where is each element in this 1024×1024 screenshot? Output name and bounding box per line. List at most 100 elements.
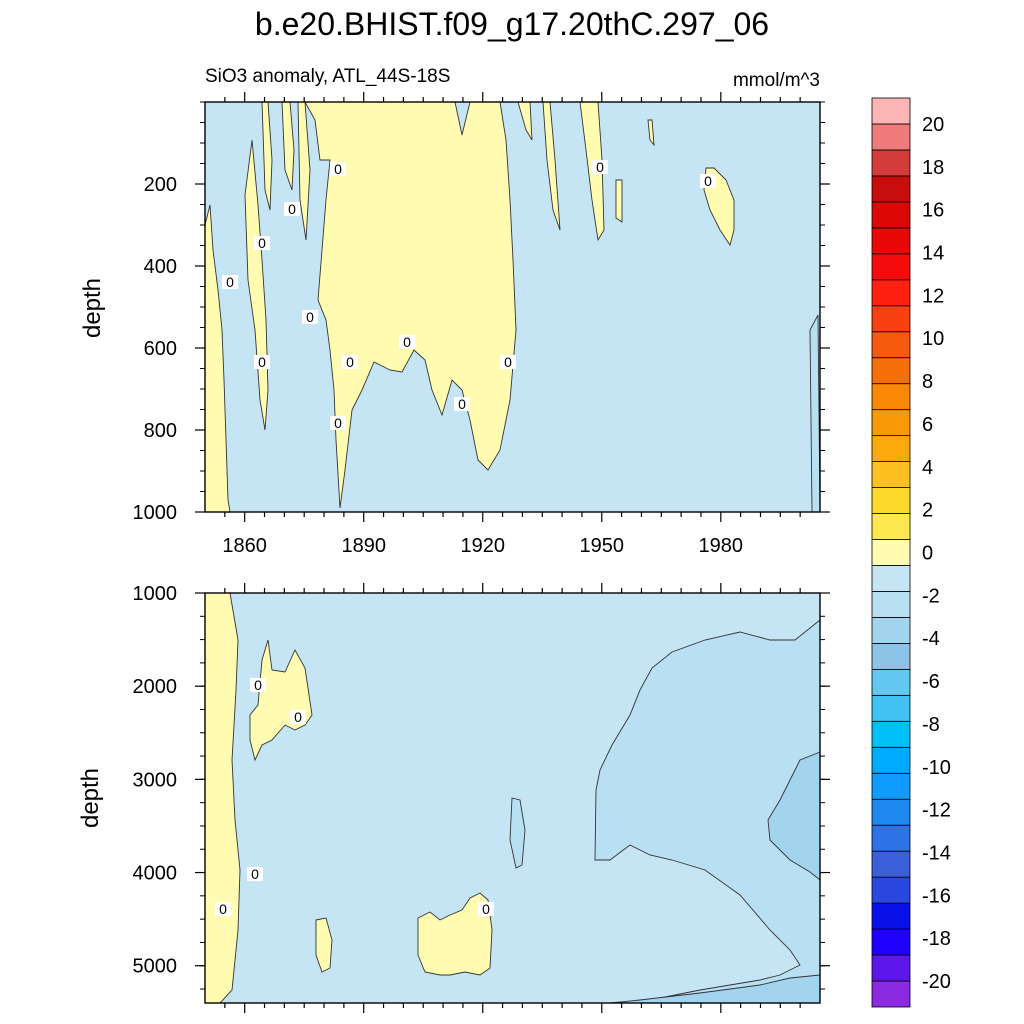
colorbar-tick-label: -4 xyxy=(922,628,940,650)
contour-label-box xyxy=(290,710,306,724)
positive-region xyxy=(647,119,655,147)
colorbar-swatch xyxy=(871,668,911,696)
upper-panel: 1860 1890 1920 1950 1980 200 400 600 800 1000 0 0 0 0… xyxy=(133,92,830,557)
colorbar-tick-label: -18 xyxy=(922,928,951,950)
colorbar-swatch xyxy=(871,643,911,670)
colorbar-swatch xyxy=(871,980,911,1008)
colorbar-swatch xyxy=(871,928,911,956)
y-tick-label: 1000 xyxy=(133,583,178,605)
colorbar-swatch xyxy=(871,149,911,177)
contour-label-box xyxy=(330,162,346,176)
x-tick-label: 1890 xyxy=(341,535,386,557)
colorbar-swatch xyxy=(871,227,911,255)
contour-label-box xyxy=(454,397,470,411)
colorbar-tick-label: 20 xyxy=(922,114,944,136)
contour-label-box xyxy=(222,275,238,289)
contour-label-box xyxy=(247,867,263,881)
negative-region-weak xyxy=(509,797,526,869)
contour-label: 0 xyxy=(334,161,342,177)
y-tick-label: 1000 xyxy=(133,502,178,524)
contour-label: 0 xyxy=(251,866,259,882)
contour-label-box xyxy=(700,174,716,188)
y-tick-label: 400 xyxy=(144,256,177,278)
colorbar-swatch xyxy=(871,850,911,878)
contour-label-box xyxy=(500,355,516,369)
colorbar-tick-label: 16 xyxy=(922,200,944,222)
colorbar-swatch xyxy=(871,746,911,774)
chart-title: b.e20.BHIST.f09_g17.20thC.297_06 xyxy=(255,6,769,42)
negative-region-weak xyxy=(809,314,821,513)
colorbar-swatch xyxy=(871,305,911,333)
colorbar-tick-label: -6 xyxy=(922,671,940,693)
lower-panel: 1000 2000 3000 4000 5000 0 0 0 0 0 xyxy=(133,583,830,1013)
contour-label-box xyxy=(342,355,358,369)
colorbar-swatch xyxy=(871,798,911,826)
contour-label: 0 xyxy=(458,396,466,412)
upper-y-axis-label: depth xyxy=(79,278,106,338)
colorbar-swatch xyxy=(871,876,911,904)
contour-label: 0 xyxy=(294,709,302,725)
colorbar-swatch xyxy=(871,565,911,592)
contour-label: 0 xyxy=(596,159,604,175)
colorbar-swatch xyxy=(871,513,911,540)
contour-label: 0 xyxy=(306,309,314,325)
contour-label: 0 xyxy=(258,235,266,251)
colorbar-tick-label: -8 xyxy=(922,714,940,736)
colorbar-swatch xyxy=(871,591,911,618)
y-tick-label: 200 xyxy=(144,174,177,196)
subtitle-right: mmol/m^3 xyxy=(733,70,820,91)
contour-label-box xyxy=(592,160,608,174)
colorbar-swatch xyxy=(871,694,911,722)
colorbar-tick-label: -14 xyxy=(922,842,951,864)
colorbar-tick-label: 18 xyxy=(922,157,944,179)
colorbar-tick-label: -12 xyxy=(922,800,951,822)
y-tick-label: 2000 xyxy=(133,676,178,698)
colorbar-swatch xyxy=(871,824,911,852)
colorbar-tick-label: 12 xyxy=(922,285,944,307)
y-tick-label: 4000 xyxy=(133,863,178,885)
subtitle-left: SiO3 anomaly, ATL_44S-18S xyxy=(205,66,450,87)
colorbar-swatch xyxy=(871,487,911,514)
y-tick-label: 600 xyxy=(144,338,177,360)
contour-label-box xyxy=(215,902,231,916)
contour-label: 0 xyxy=(482,901,490,917)
contour-label-box xyxy=(284,202,300,216)
positive-region xyxy=(304,101,517,509)
contour-label: 0 xyxy=(346,354,354,370)
colorbar-swatch xyxy=(871,772,911,800)
colorbar-tick-label: -10 xyxy=(922,757,951,779)
negative-region-weak xyxy=(594,593,821,1004)
positive-region xyxy=(417,892,493,976)
y-tick-label: 800 xyxy=(144,420,177,442)
negative-region-mid xyxy=(767,751,821,881)
contour-label: 0 xyxy=(254,677,262,693)
contour-label: 0 xyxy=(504,354,512,370)
x-tick-label: 1980 xyxy=(699,535,744,557)
contour-label: 0 xyxy=(403,334,411,350)
colorbar-swatch xyxy=(871,253,911,281)
colorbar-tick-label: 4 xyxy=(922,457,933,479)
colorbar-tick-label: 8 xyxy=(922,371,933,393)
colorbar-swatch xyxy=(871,409,911,437)
positive-region xyxy=(315,917,333,973)
colorbar-swatch xyxy=(871,383,911,411)
contour-label-box xyxy=(330,416,346,430)
colorbar-tick-label: 2 xyxy=(922,500,933,522)
colorbar: 20181614121086420-2-4-6-8-10-12-14-16-18… xyxy=(871,97,951,1008)
contour-label: 0 xyxy=(288,201,296,217)
x-tick-label: 1950 xyxy=(580,535,625,557)
colorbar-swatch xyxy=(871,954,911,982)
contour-label-box xyxy=(250,678,266,692)
lower-y-axis-label: depth xyxy=(77,768,104,828)
x-tick-label: 1860 xyxy=(222,535,267,557)
contour-label: 0 xyxy=(219,901,227,917)
contour-label: 0 xyxy=(226,274,234,290)
contour-label-box xyxy=(399,335,415,349)
colorbar-tick-label: -16 xyxy=(922,885,951,907)
colorbar-tick-label: 6 xyxy=(922,414,933,436)
contour-label-box xyxy=(254,355,270,369)
contour-label: 0 xyxy=(258,354,266,370)
colorbar-swatch xyxy=(871,720,911,748)
colorbar-tick-label: -2 xyxy=(922,585,940,607)
